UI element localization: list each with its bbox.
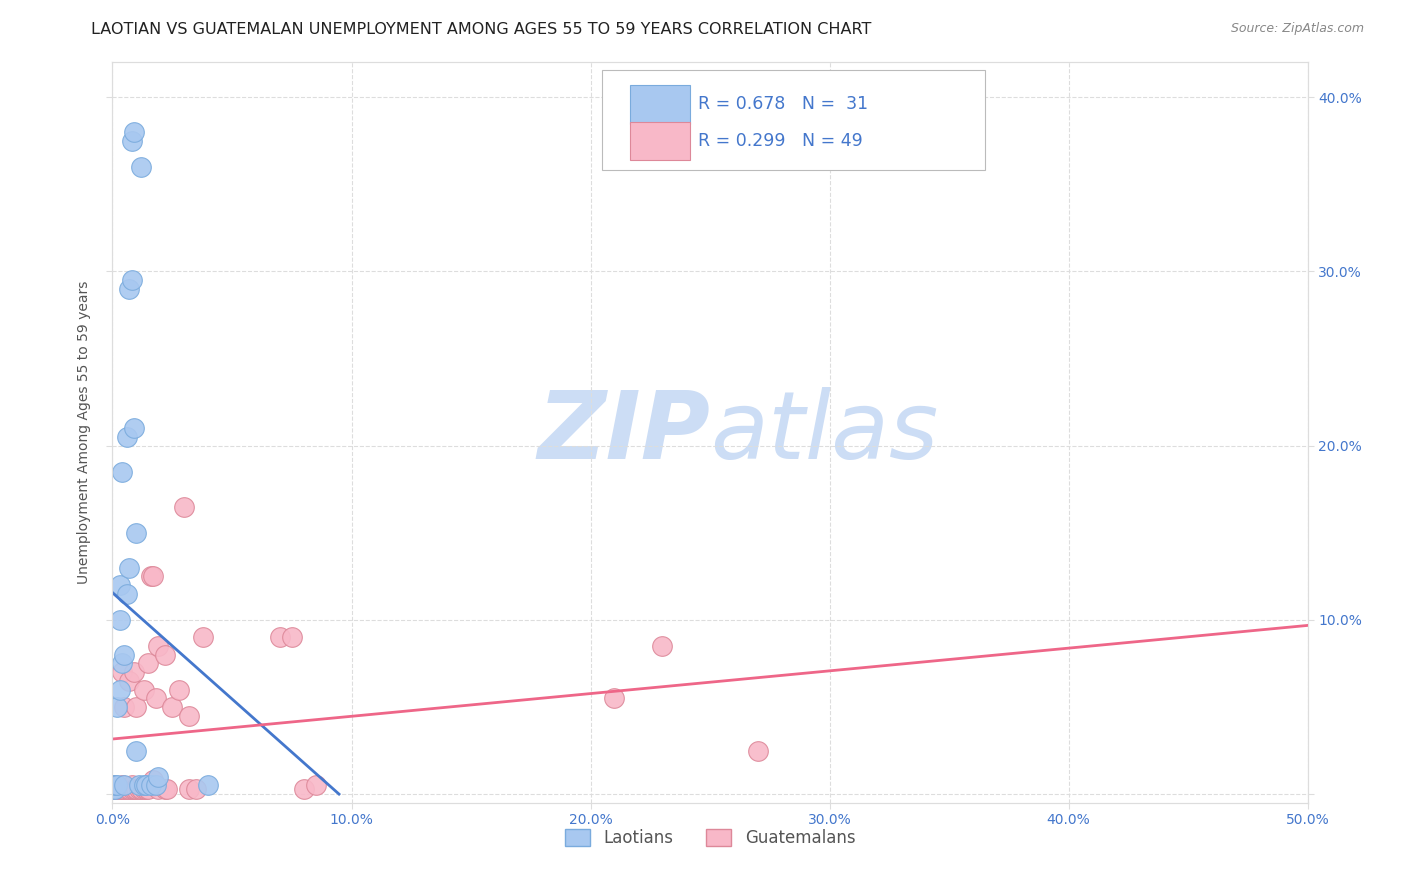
Point	[128, 781, 150, 796]
Point	[142, 773, 165, 788]
FancyBboxPatch shape	[603, 70, 986, 169]
Point	[121, 134, 143, 148]
Point	[114, 778, 135, 792]
Point	[186, 781, 208, 796]
Point	[111, 657, 134, 671]
Point	[177, 781, 200, 796]
Text: R = 0.678   N =  31: R = 0.678 N = 31	[699, 95, 868, 113]
Point	[122, 125, 145, 139]
Point	[101, 781, 124, 796]
Point	[101, 781, 124, 796]
Point	[145, 691, 167, 706]
Point	[108, 613, 131, 627]
Point	[115, 781, 138, 796]
Point	[173, 500, 195, 514]
Point	[121, 778, 143, 792]
Point	[177, 708, 200, 723]
Point	[101, 778, 124, 792]
Point	[129, 781, 152, 796]
Point	[118, 781, 141, 796]
Point	[651, 639, 673, 653]
Point	[135, 781, 157, 796]
Point	[603, 691, 626, 706]
Legend: Laotians, Guatemalans: Laotians, Guatemalans	[558, 822, 862, 854]
Point	[122, 781, 145, 796]
Point	[156, 781, 179, 796]
Point	[128, 778, 150, 792]
Point	[122, 421, 145, 435]
Point	[153, 648, 176, 662]
Point	[111, 778, 134, 792]
Point	[108, 578, 131, 592]
Point	[118, 282, 141, 296]
Point	[118, 673, 141, 688]
Text: R = 0.299   N = 49: R = 0.299 N = 49	[699, 132, 863, 150]
Point	[747, 743, 769, 757]
Point	[138, 657, 160, 671]
Point	[162, 700, 183, 714]
Point	[153, 781, 176, 796]
Point	[118, 560, 141, 574]
Point	[132, 778, 155, 792]
Point	[169, 682, 191, 697]
Y-axis label: Unemployment Among Ages 55 to 59 years: Unemployment Among Ages 55 to 59 years	[77, 281, 91, 584]
Point	[139, 569, 162, 583]
Point	[125, 525, 148, 540]
Text: atlas: atlas	[710, 387, 938, 478]
Point	[146, 781, 169, 796]
Point	[125, 781, 148, 796]
Point	[146, 639, 169, 653]
Point	[104, 781, 127, 796]
Point	[132, 682, 155, 697]
Point	[115, 430, 138, 444]
Point	[115, 587, 138, 601]
Point	[135, 778, 157, 792]
Point	[105, 781, 128, 796]
Point	[125, 743, 148, 757]
Text: LAOTIAN VS GUATEMALAN UNEMPLOYMENT AMONG AGES 55 TO 59 YEARS CORRELATION CHART: LAOTIAN VS GUATEMALAN UNEMPLOYMENT AMONG…	[91, 22, 872, 37]
Text: Source: ZipAtlas.com: Source: ZipAtlas.com	[1230, 22, 1364, 36]
Point	[105, 778, 128, 792]
Point	[146, 770, 169, 784]
Point	[292, 781, 315, 796]
FancyBboxPatch shape	[630, 86, 690, 124]
Point	[145, 778, 167, 792]
Point	[104, 778, 127, 792]
Point	[132, 781, 155, 796]
Point	[105, 700, 128, 714]
Point	[111, 665, 134, 680]
Point	[305, 778, 328, 792]
Point	[269, 630, 291, 644]
Point	[142, 569, 165, 583]
Point	[114, 781, 135, 796]
Point	[114, 700, 135, 714]
Point	[122, 665, 145, 680]
Point	[101, 778, 124, 792]
Point	[138, 781, 160, 796]
Point	[121, 273, 143, 287]
Point	[125, 700, 148, 714]
Point	[193, 630, 215, 644]
Point	[197, 778, 219, 792]
Text: ZIP: ZIP	[537, 386, 710, 479]
FancyBboxPatch shape	[630, 122, 690, 161]
Point	[139, 778, 162, 792]
Point	[111, 781, 134, 796]
Point	[129, 160, 152, 174]
Point	[121, 781, 143, 796]
Point	[108, 781, 131, 796]
Point	[114, 648, 135, 662]
Point	[111, 465, 134, 479]
Point	[281, 630, 304, 644]
Point	[108, 682, 131, 697]
Point	[104, 781, 127, 796]
